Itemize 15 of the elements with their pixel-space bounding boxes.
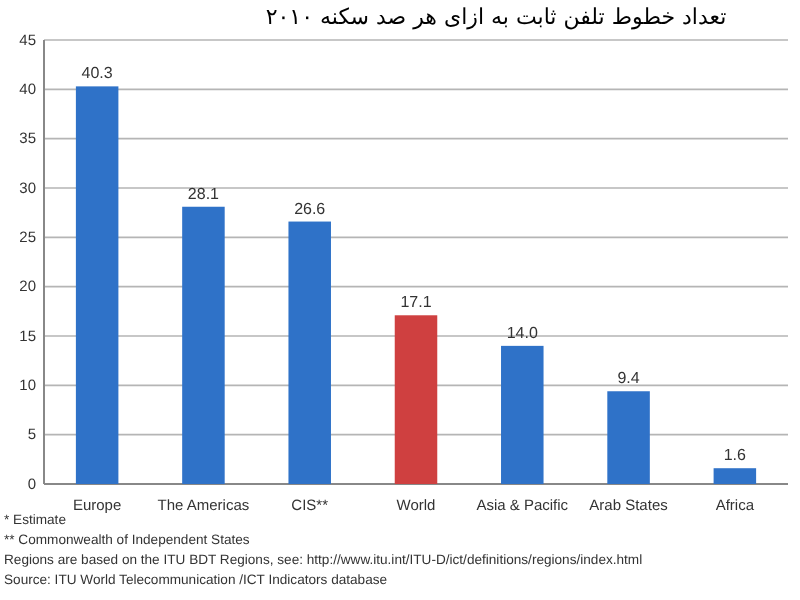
bar <box>607 391 650 484</box>
data-label: 40.3 <box>81 64 114 83</box>
bar <box>501 345 544 484</box>
bar <box>288 221 331 484</box>
data-label: 28.1 <box>187 184 221 203</box>
bar <box>75 86 119 484</box>
data-label: 1.6 <box>723 446 748 465</box>
data-label: 17.1 <box>400 293 433 312</box>
bar <box>713 468 757 484</box>
bar <box>394 315 438 484</box>
bar <box>182 206 225 484</box>
chart-title: تعداد خطوط تلفن ثابت به ازای هر صد سکنه ۲۰۱۰ <box>265 4 727 30</box>
data-label: 26.6 <box>294 199 327 218</box>
data-label: 14.0 <box>506 323 539 342</box>
data-label: 9.4 <box>617 369 641 388</box>
